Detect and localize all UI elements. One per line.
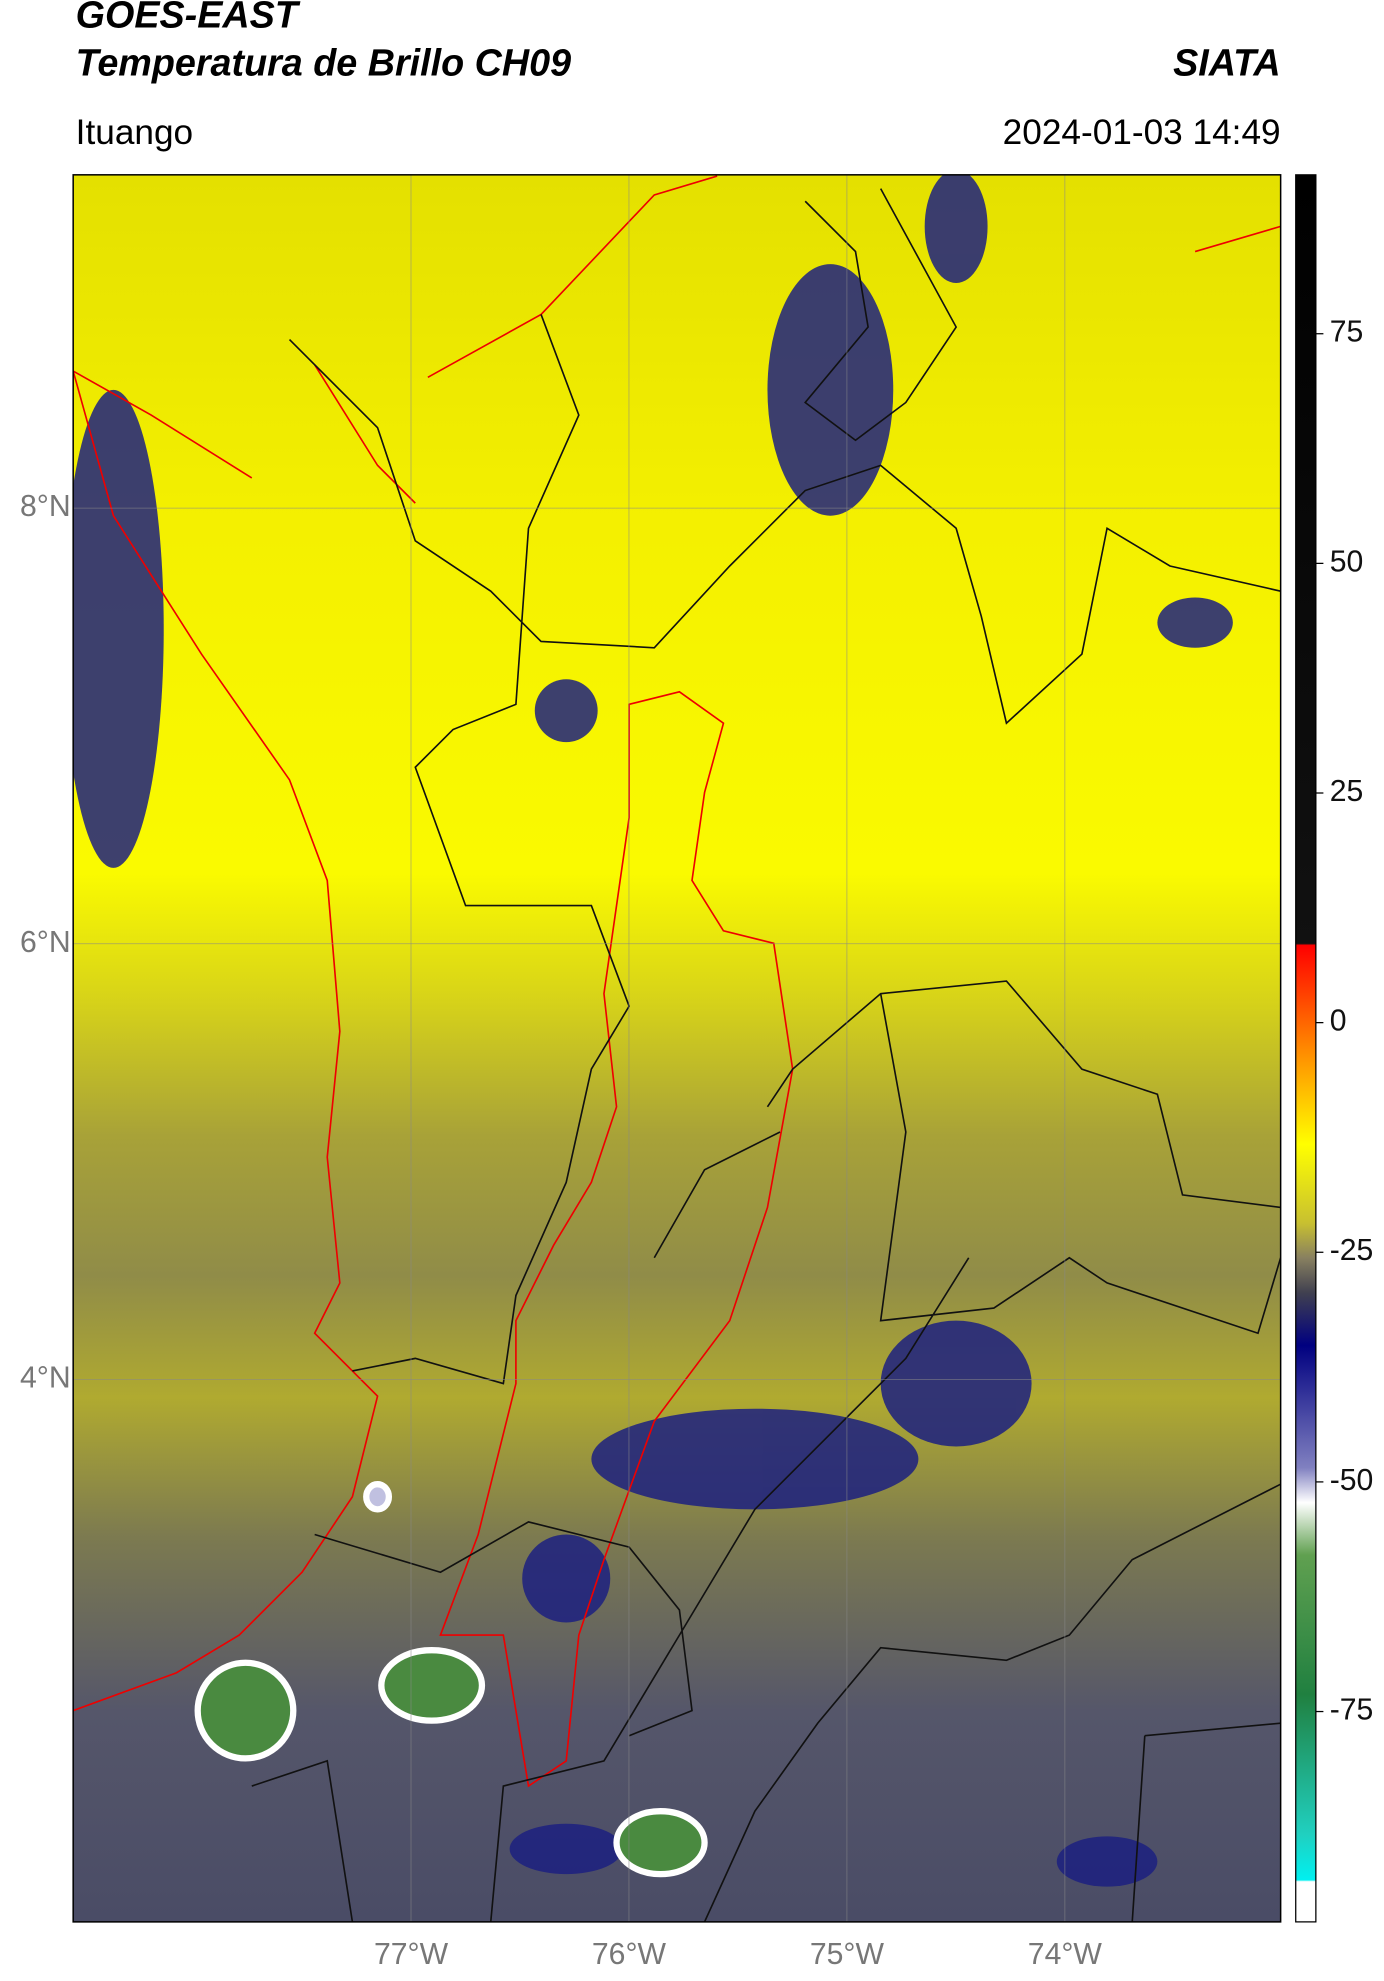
x-tick-label: 75°W — [810, 1938, 885, 1971]
x-tick-label: 76°W — [592, 1938, 667, 1971]
subtitle: Temperatura de Brillo CH09 — [76, 41, 571, 83]
colorbar-tick-label: 50 — [1330, 545, 1364, 578]
cold-clouds — [73, 174, 1233, 1887]
colorbar-tick-label: 75 — [1330, 316, 1364, 349]
y-tick-label: 6°N — [20, 926, 71, 959]
colorbar-tick-label: -25 — [1330, 1234, 1374, 1267]
ticks: 77°W 76°W 75°W 74°W 8°N 6°N 4°N 75 50 25 0 -25 -50 -7… — [20, 316, 1373, 1971]
graticule — [73, 174, 1281, 1922]
title: GOES-EAST — [76, 0, 301, 36]
y-tick-label: 4°N — [20, 1361, 71, 1394]
red-boundaries — [73, 175, 1281, 1788]
map-area — [73, 174, 1281, 1922]
y-tick-label: 8°N — [20, 490, 71, 523]
datetime: 2024-01-03 14:49 — [1003, 113, 1281, 152]
very-cold-cores — [194, 1481, 708, 1878]
brightness-field — [73, 174, 1281, 1922]
source: SIATA — [1173, 41, 1281, 83]
x-tick-label: 74°W — [1028, 1938, 1103, 1971]
map-frame — [72, 174, 1282, 1923]
colorbar-tick-label: -75 — [1330, 1694, 1374, 1727]
region: Ituango — [76, 113, 193, 152]
colorbar-tick-label: 0 — [1330, 1005, 1347, 1038]
colorbar — [1295, 174, 1317, 1923]
x-tick-label: 77°W — [374, 1938, 449, 1971]
colorbar-tick-label: 25 — [1330, 775, 1364, 808]
colorbar-tick-label: -50 — [1330, 1464, 1374, 1497]
